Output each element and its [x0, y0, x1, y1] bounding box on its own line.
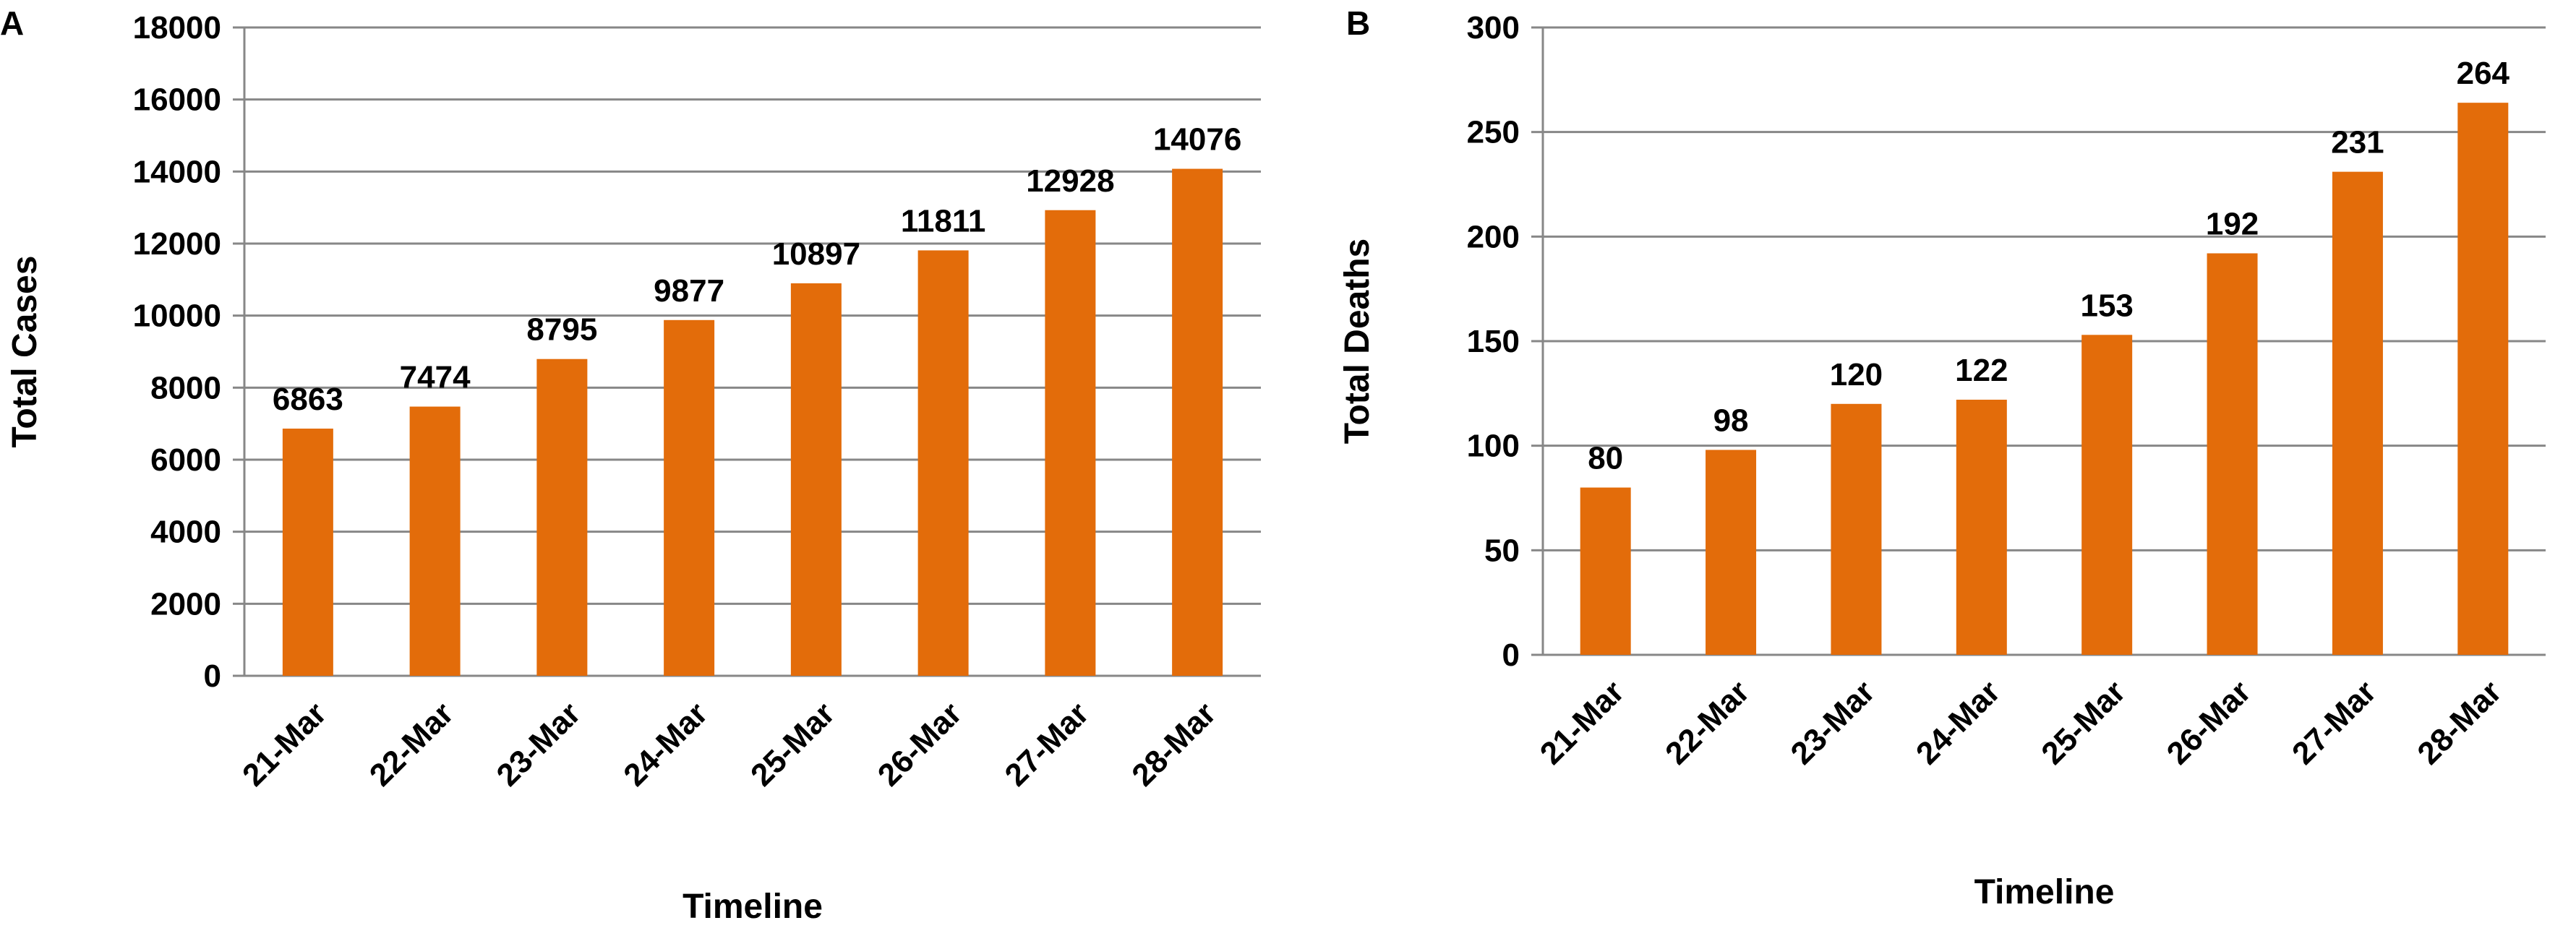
panel-letter: A [0, 4, 24, 42]
x-tick-label: 21-Mar [236, 695, 333, 793]
x-tick-label: 28-Mar [2410, 674, 2508, 771]
y-tick-label: 200 [1467, 219, 1520, 254]
y-axis-title: Total Deaths [1338, 239, 1377, 444]
bar [2207, 253, 2258, 656]
data-label: 9877 [654, 273, 724, 309]
x-axis-title: Timeline [1974, 873, 2115, 911]
y-tick-label: 12000 [133, 226, 221, 262]
x-tick-label: 23-Mar [489, 695, 587, 793]
bar [1706, 450, 1757, 655]
y-tick-label: 2000 [150, 586, 221, 622]
y-tick-label: 250 [1467, 115, 1520, 150]
data-label: 264 [2457, 56, 2510, 91]
y-axis-title: Total Cases [6, 256, 44, 448]
data-label: 98 [1713, 403, 1749, 438]
bar [1831, 403, 1882, 655]
data-label: 11811 [901, 203, 986, 239]
y-tick-label: 10000 [133, 299, 221, 334]
bar [790, 283, 842, 676]
x-tick-label: 25-Mar [2034, 674, 2132, 771]
y-tick-label: 8000 [150, 370, 221, 405]
data-label: 6863 [273, 382, 343, 417]
y-tick-label: 100 [1467, 429, 1520, 464]
data-label: 12928 [1026, 163, 1114, 199]
y-tick-label: 18000 [133, 10, 221, 46]
bar [1580, 487, 1631, 655]
y-tick-label: 300 [1467, 10, 1520, 46]
data-label: 231 [2331, 125, 2384, 160]
x-tick-label: 22-Mar [1659, 674, 1756, 771]
bar [1172, 168, 1223, 676]
y-tick-label: 14000 [133, 154, 221, 189]
x-tick-label: 26-Mar [2160, 674, 2258, 771]
bar [409, 406, 461, 676]
panel-letter: B [1346, 4, 1370, 42]
y-tick-label: 4000 [150, 515, 221, 550]
bar [2457, 103, 2509, 655]
x-tick-label: 24-Mar [1909, 674, 2007, 771]
y-tick-label: 50 [1484, 533, 1520, 568]
x-tick-label: 27-Mar [998, 695, 1095, 793]
data-label: 80 [1588, 441, 1623, 476]
x-tick-label: 28-Mar [1125, 695, 1223, 793]
x-tick-label: 22-Mar [363, 695, 461, 793]
x-tick-label: 23-Mar [1784, 674, 1882, 771]
x-tick-label: 24-Mar [617, 695, 714, 793]
bar [1956, 400, 2007, 655]
data-label: 14076 [1153, 122, 1241, 158]
data-label: 7474 [400, 360, 471, 395]
data-label: 153 [2080, 288, 2133, 323]
bar [664, 319, 715, 676]
bar [536, 358, 588, 676]
bar [2081, 335, 2133, 655]
y-tick-label: 6000 [150, 442, 221, 478]
data-label: 192 [2206, 206, 2259, 241]
data-label: 10897 [772, 236, 860, 272]
bar [2332, 171, 2383, 655]
bar [1045, 210, 1096, 677]
bar [282, 428, 333, 676]
data-label: 122 [1955, 353, 2008, 388]
y-tick-label: 16000 [133, 82, 221, 118]
data-label: 8795 [526, 312, 597, 348]
y-tick-label: 0 [204, 658, 221, 694]
x-axis-title: Timeline [682, 888, 823, 926]
y-tick-label: 150 [1467, 324, 1520, 359]
x-tick-label: 25-Mar [744, 695, 842, 793]
x-tick-label: 21-Mar [1533, 674, 1631, 771]
data-label: 120 [1830, 357, 1883, 392]
y-tick-label: 0 [1502, 637, 1520, 673]
x-tick-label: 27-Mar [2285, 674, 2383, 771]
x-tick-label: 26-Mar [871, 695, 969, 793]
bar [917, 250, 969, 677]
